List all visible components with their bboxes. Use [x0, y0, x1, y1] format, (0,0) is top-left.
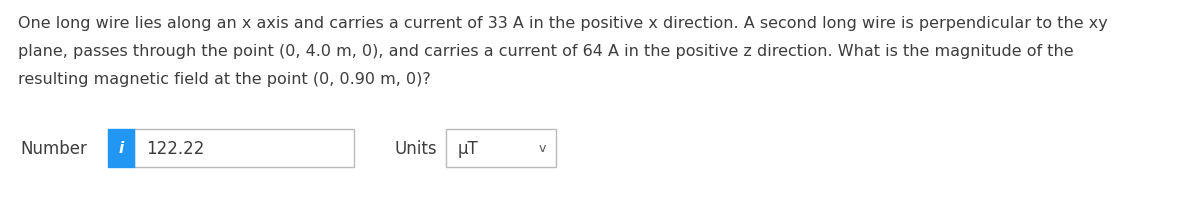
Text: resulting magnetic field at the point (0, 0.90 m, 0)?: resulting magnetic field at the point (0…: [18, 72, 431, 87]
Text: Number: Number: [20, 139, 86, 157]
Text: μT: μT: [458, 139, 479, 157]
Bar: [134, 129, 354, 167]
Text: Units: Units: [394, 139, 437, 157]
Text: i: i: [119, 141, 124, 156]
Text: v: v: [539, 142, 546, 155]
Bar: [108, 129, 134, 167]
Text: 122.22: 122.22: [146, 139, 204, 157]
Text: One long wire lies along an x axis and carries a current of 33 A in the positive: One long wire lies along an x axis and c…: [18, 16, 1108, 31]
Text: plane, passes through the point (0, 4.0 m, 0), and carries a current of 64 A in : plane, passes through the point (0, 4.0 …: [18, 44, 1074, 59]
Bar: [446, 129, 556, 167]
